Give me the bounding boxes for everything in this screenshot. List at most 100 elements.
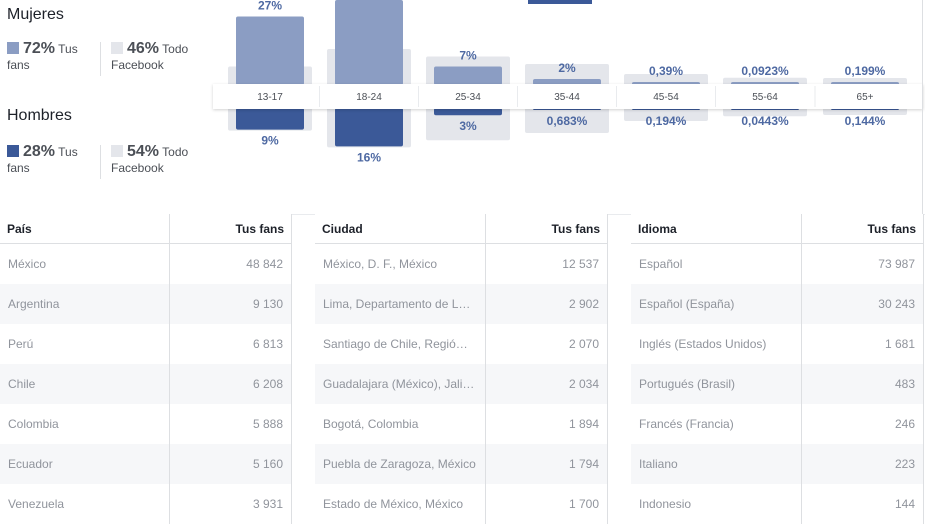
table-row: México, D. F., México 12 537	[315, 243, 608, 284]
row-value: 6 813	[168, 324, 292, 364]
men-value-label: 0,144%	[845, 114, 886, 128]
women-fb-label: Todo	[162, 42, 189, 56]
facebook-men-bar	[426, 107, 510, 141]
row-value: 30 243	[800, 284, 924, 324]
table-row: Santiago de Chile, Regió… 2 070	[315, 324, 608, 364]
row-value: 1 794	[484, 444, 608, 484]
table-row: Colombia 5 888	[0, 404, 292, 444]
row-name: Inglés (Estados Unidos)	[639, 337, 767, 351]
women-fb-stat: 46% Todo Facebook	[111, 41, 188, 73]
women-fans-label: Tus	[58, 42, 78, 56]
row-name: Bogotá, Colombia	[323, 417, 419, 431]
fan-bars	[236, 0, 899, 147]
table-row: Portugués (Brasil) 483	[631, 364, 924, 404]
age-axis-label: 55-64	[752, 92, 778, 103]
city-col-header[interactable]: Ciudad	[315, 214, 486, 244]
men-fans-swatch	[7, 145, 19, 157]
table-row: Indonesio 144	[631, 484, 924, 524]
women-fans-swatch	[7, 42, 19, 54]
table-row: Italiano 223	[631, 444, 924, 484]
men-value-label: 0,683%	[547, 114, 588, 128]
men-fans-bar	[236, 108, 304, 130]
row-name: Guadalajara (México), Jali…	[315, 364, 486, 404]
women-stat-divider	[100, 42, 101, 76]
table-row: Puebla de Zaragoza, México 1 794	[315, 444, 608, 484]
women-fans-label-2: fans	[7, 58, 30, 72]
age-axis-label: 25-34	[455, 92, 481, 103]
table-row: Ecuador 5 160	[0, 444, 292, 484]
women-value-label: 2%	[558, 61, 576, 75]
row-value: 12 537	[484, 243, 608, 284]
row-name: Italiano	[631, 444, 802, 484]
women-fb-pct: 46%	[127, 40, 160, 57]
table-row: Guadalajara (México), Jali… 2 034	[315, 364, 608, 404]
chart-right-border	[922, 0, 923, 214]
men-fb-label-2: Facebook	[111, 161, 164, 175]
bar-labels: 27% 9% 16% 7% 3% 2% 0,683% 0,39% 0,194% 0,0923% 0,…	[258, 0, 886, 164]
women-value-label: 0,199%	[845, 64, 886, 78]
men-fans-bar	[335, 108, 403, 147]
row-name: México, D. F., México	[323, 257, 438, 271]
women-value-label: 0,0923%	[741, 64, 789, 78]
men-value-label: 0,194%	[646, 114, 687, 128]
men-stat-divider	[100, 145, 101, 179]
table-row: México 48 842	[0, 243, 292, 284]
men-fb-label: Todo	[162, 145, 189, 159]
women-value-label: 27%	[258, 0, 282, 13]
row-value: 1 700	[484, 484, 608, 524]
row-name: Santiago de Chile, Regió…	[323, 337, 468, 351]
women-value-label: 0,39%	[649, 64, 683, 78]
row-value: 1 894	[484, 404, 608, 444]
row-name: México	[8, 257, 47, 271]
city-fans-col-header[interactable]: Tus fans	[484, 214, 608, 244]
row-name: Chile	[0, 364, 170, 404]
language-fans-col-header[interactable]: Tus fans	[800, 214, 924, 244]
table-header: Idioma Tus fans	[631, 214, 924, 244]
table-row: Español (España) 30 243	[631, 284, 924, 324]
row-value: 246	[800, 404, 924, 444]
row-name: Colombia	[8, 417, 59, 431]
women-fb-swatch	[111, 42, 123, 54]
row-value: 3 931	[168, 484, 292, 524]
row-value: 48 842	[168, 243, 292, 284]
table-row: Lima, Departamento de L… 2 902	[315, 284, 608, 324]
country-col-header[interactable]: País	[0, 214, 170, 244]
men-fans-label-2: fans	[7, 161, 30, 175]
men-fb-pct: 54%	[127, 143, 160, 160]
table-row: Estado de México, México 1 700	[315, 484, 608, 524]
row-value: 2 034	[484, 364, 608, 404]
selected-segment-indicator	[528, 0, 592, 4]
row-value: 483	[800, 364, 924, 404]
row-value: 5 888	[168, 404, 292, 444]
language-col-header[interactable]: Idioma	[631, 214, 802, 244]
women-fans-bar	[533, 79, 601, 85]
women-fans-bar	[335, 0, 403, 85]
facebook-men-bar	[624, 107, 708, 121]
row-value: 144	[800, 484, 924, 524]
row-value: 1 681	[800, 324, 924, 364]
row-name: Español	[639, 257, 683, 271]
men-fb-stat: 54% Todo Facebook	[111, 144, 188, 176]
table-row: Argentina 9 130	[0, 284, 292, 324]
men-fans-bar	[434, 108, 502, 116]
row-name: Francés (Francia)	[639, 417, 734, 431]
men-value-label: 3%	[459, 119, 477, 133]
men-fans-stat: 28% Tus fans	[7, 144, 78, 176]
country-fans-col-header[interactable]: Tus fans	[168, 214, 292, 244]
country-table: País Tus fans México 48 842 Argentina 9 130…	[0, 214, 292, 524]
row-value: 9 130	[168, 284, 292, 324]
table-row: Perú 6 813	[0, 324, 292, 364]
table-row: Chile 6 208	[0, 364, 292, 404]
row-name: Puebla de Zaragoza, México	[315, 444, 486, 484]
women-fans-bar	[434, 66, 502, 85]
women-fb-label-2: Facebook	[111, 58, 164, 72]
row-name: Indonesio	[639, 497, 692, 511]
men-value-label: 0,0443%	[741, 114, 789, 128]
row-name: Venezuela	[8, 497, 65, 511]
age-axis-label: 65+	[857, 92, 874, 103]
age-axis-label: 18-24	[356, 92, 382, 103]
men-fans-label: Tus	[58, 145, 78, 159]
age-axis-label: 35-44	[554, 92, 580, 103]
women-title: Mujeres	[7, 6, 64, 23]
row-name: Portugués (Brasil)	[631, 364, 802, 404]
